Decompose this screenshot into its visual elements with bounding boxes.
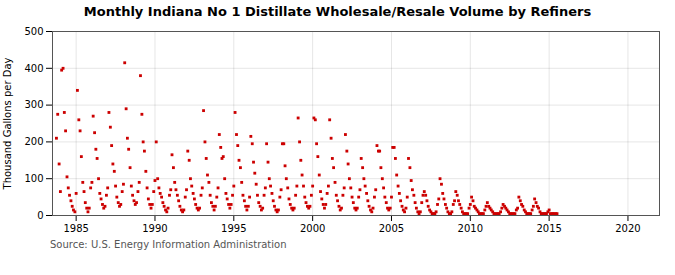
svg-text:2020: 2020 bbox=[615, 223, 640, 234]
svg-text:2000: 2000 bbox=[300, 223, 325, 234]
svg-text:1985: 1985 bbox=[63, 223, 88, 234]
svg-text:1990: 1990 bbox=[142, 223, 167, 234]
svg-text:200: 200 bbox=[24, 136, 43, 147]
svg-text:100: 100 bbox=[24, 173, 43, 184]
svg-text:0: 0 bbox=[37, 210, 43, 221]
svg-text:400: 400 bbox=[24, 63, 43, 74]
svg-text:Thousand Gallons per Day: Thousand Gallons per Day bbox=[2, 57, 13, 190]
svg-text:2015: 2015 bbox=[536, 223, 561, 234]
html-text:Monthly Indiana No 1 Distillat: Monthly Indiana No 1 Distillate Wholesal… bbox=[83, 4, 592, 19]
svg-text:500: 500 bbox=[24, 26, 43, 37]
svg-text:2005: 2005 bbox=[379, 223, 404, 234]
svg-text:300: 300 bbox=[24, 99, 43, 110]
html-text:Source: U.S. Energy Informatio: Source: U.S. Energy Information Administ… bbox=[50, 239, 287, 250]
svg-text:1995: 1995 bbox=[221, 223, 246, 234]
svg-text:2010: 2010 bbox=[458, 223, 483, 234]
